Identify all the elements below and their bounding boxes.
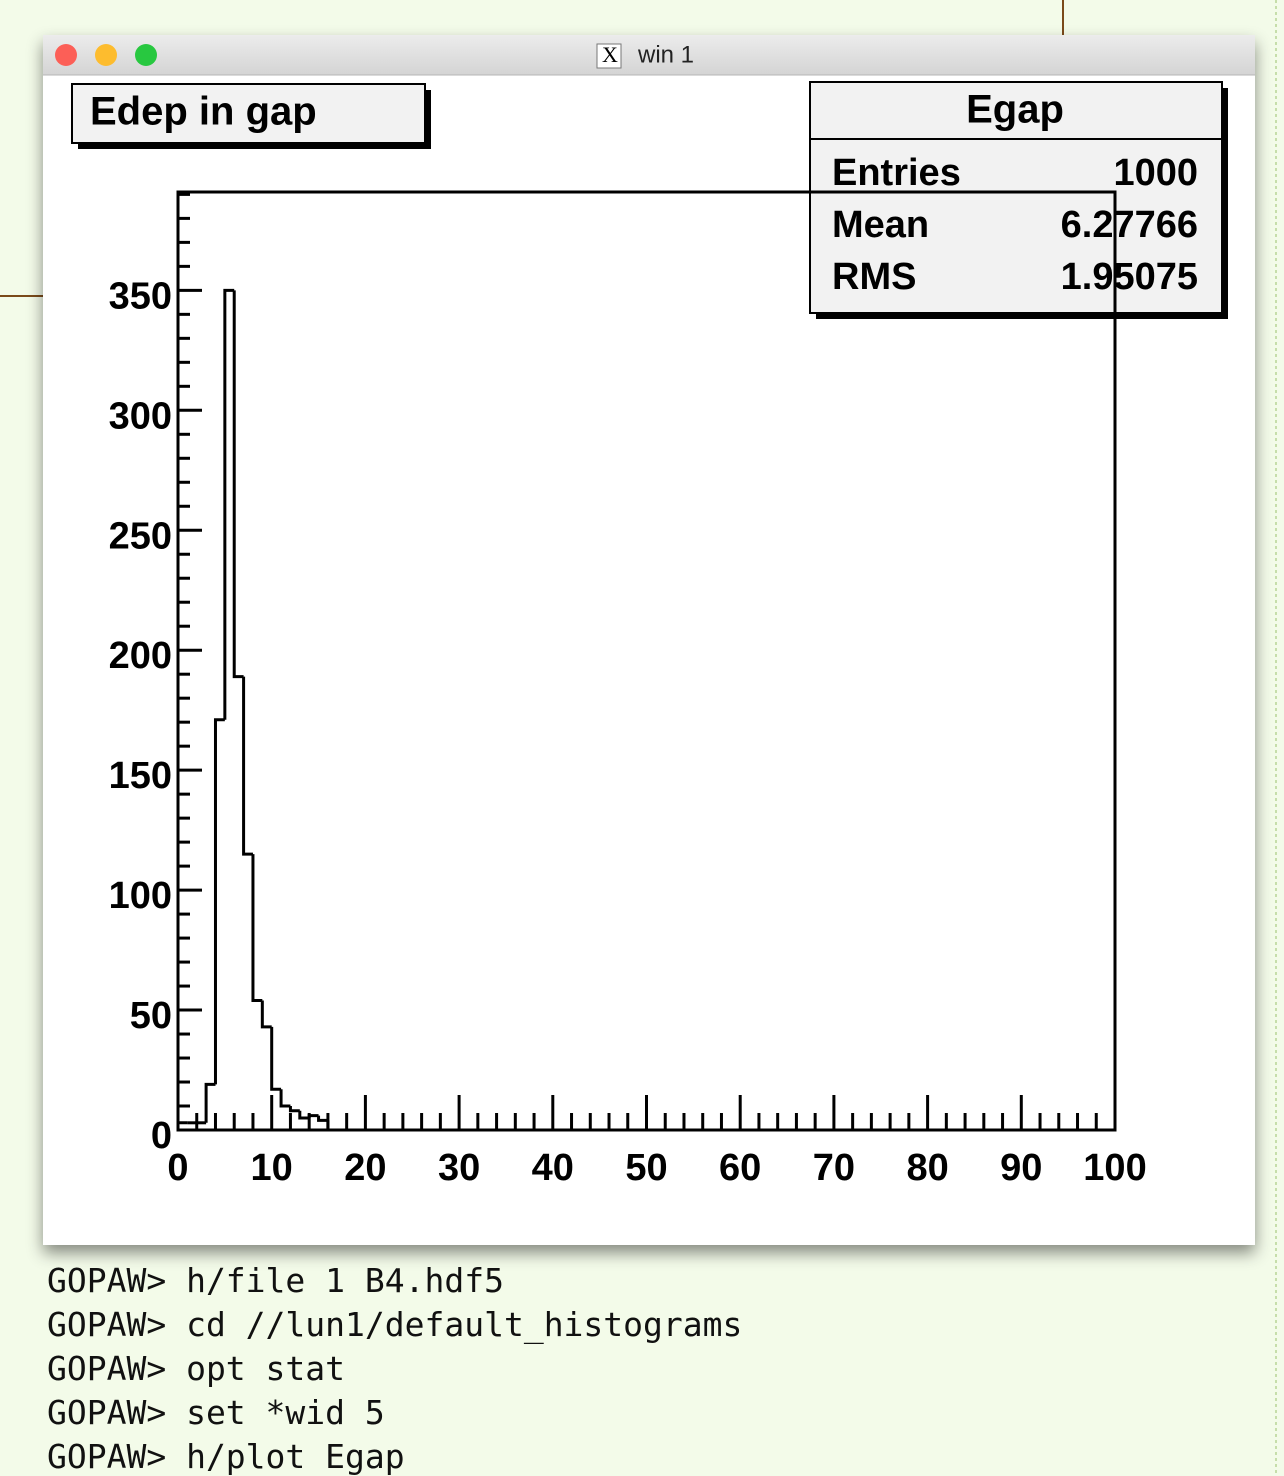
x-tick-label: 0	[167, 1147, 188, 1189]
stats-label: Mean	[832, 204, 929, 246]
stats-label: RMS	[832, 256, 916, 298]
y-tick-label: 200	[109, 635, 172, 677]
terminal-line: GOPAW> cd //lun1/default_histograms	[47, 1305, 742, 1344]
x-tick-label: 40	[532, 1147, 574, 1189]
zoom-button[interactable]	[135, 44, 157, 66]
terminal-line: GOPAW> opt stat	[47, 1349, 345, 1388]
close-button[interactable]	[55, 44, 77, 66]
stats-value: 6.27766	[1061, 204, 1198, 246]
y-tick-label: 350	[109, 275, 172, 317]
y-tick-label: 50	[130, 995, 172, 1037]
stats-value: 1000	[1113, 152, 1198, 194]
x-tick-label: 100	[1083, 1147, 1146, 1189]
y-tick-label: 300	[109, 395, 172, 437]
x-tick-label: 30	[438, 1147, 480, 1189]
x-tick-label: 50	[625, 1147, 667, 1189]
y-tick-label: 250	[109, 515, 172, 557]
stats-title: Egap	[966, 88, 1064, 132]
chart-title: Edep in gap	[90, 90, 317, 134]
stats-value: 1.95075	[1061, 256, 1198, 298]
terminal-line: GOPAW> h/plot Egap	[47, 1437, 405, 1476]
x-tick-label: 70	[813, 1147, 855, 1189]
x11-icon-glyph: X	[602, 42, 618, 67]
screen: X win 1 Edep in gap Egap Entries1000Mean…	[0, 0, 1284, 1473]
desktop: X win 1 Edep in gap Egap Entries1000Mean…	[0, 0, 1284, 1473]
window-title: win 1	[637, 41, 694, 68]
terminal-line: GOPAW> h/file 1 B4.hdf5	[47, 1261, 504, 1300]
x-tick-label: 20	[344, 1147, 386, 1189]
stats-label: Entries	[832, 152, 961, 194]
y-tick-label: 150	[109, 755, 172, 797]
minimize-button[interactable]	[95, 44, 117, 66]
y-tick-label: 100	[109, 875, 172, 917]
x-tick-label: 80	[906, 1147, 948, 1189]
x-tick-label: 60	[719, 1147, 761, 1189]
x-tick-label: 10	[251, 1147, 293, 1189]
x-tick-label: 90	[1000, 1147, 1042, 1189]
terminal-line: GOPAW> set *wid 5	[47, 1393, 385, 1432]
